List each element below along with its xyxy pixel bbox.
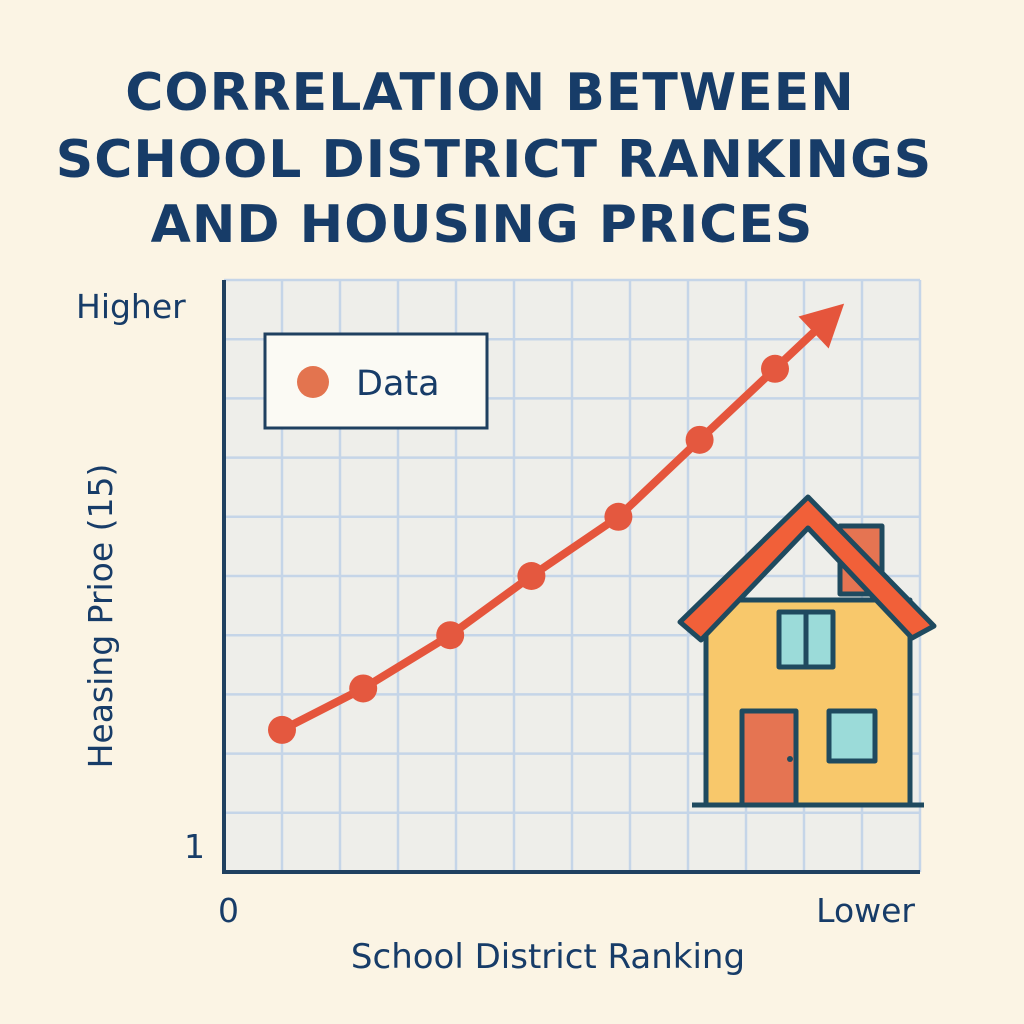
y-tick-label-top: Higher	[76, 287, 186, 326]
x-tick-label-end: Lower	[816, 891, 915, 930]
y-tick-label-bottom: 1	[184, 827, 205, 866]
data-point	[517, 562, 546, 590]
data-point	[685, 425, 714, 454]
chart-title-line-1: CORRELATION BETWEEN	[125, 63, 855, 123]
chart-title-line-2: SCHOOL DISTRICT RANKINGS	[56, 130, 932, 190]
data-point	[604, 502, 633, 531]
house-icon	[677, 494, 937, 808]
legend-label: Data	[356, 364, 440, 404]
data-series	[268, 303, 845, 744]
trend-arrow-head	[798, 303, 845, 349]
data-point	[268, 715, 296, 744]
house-window-right	[826, 708, 878, 764]
data-point	[349, 674, 378, 703]
x-tick-label-start: 0	[218, 891, 239, 930]
x-axis-label: School District Ranking	[351, 937, 745, 977]
house-roof	[677, 494, 937, 643]
legend: Data	[263, 332, 489, 430]
house-door-knob	[787, 756, 793, 762]
data-point	[761, 354, 789, 383]
y-axis-label: Heasing Prioe (15)	[81, 464, 120, 769]
chart-title: CORRELATION BETWEEN SCHOOL DISTRICT RANK…	[56, 63, 932, 255]
legend-marker	[297, 366, 329, 398]
chart-title-line-3: AND HOUSING PRICES	[151, 195, 814, 255]
data-point	[436, 621, 465, 650]
